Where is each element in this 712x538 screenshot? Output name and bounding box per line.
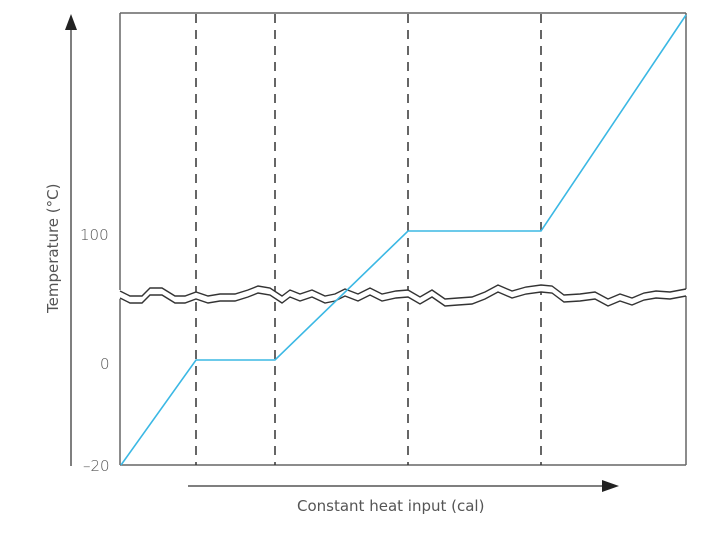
y-tick-0: 0 [100,355,110,373]
y-axis-arrow [65,14,77,466]
y-tick-neg20: –20 [83,457,110,475]
y-axis-title: Temperature (°C) [44,183,62,313]
y-tick-100: 100 [80,226,109,244]
arrow-right-icon [602,480,619,492]
phase-boundaries [195,14,542,465]
axis-break [119,284,687,307]
plot-frame [119,12,687,466]
x-axis-arrow [188,480,619,492]
heating-curve-line [120,14,687,466]
arrow-up-icon [65,14,77,30]
x-axis-title: Constant heat input (cal) [297,497,485,515]
